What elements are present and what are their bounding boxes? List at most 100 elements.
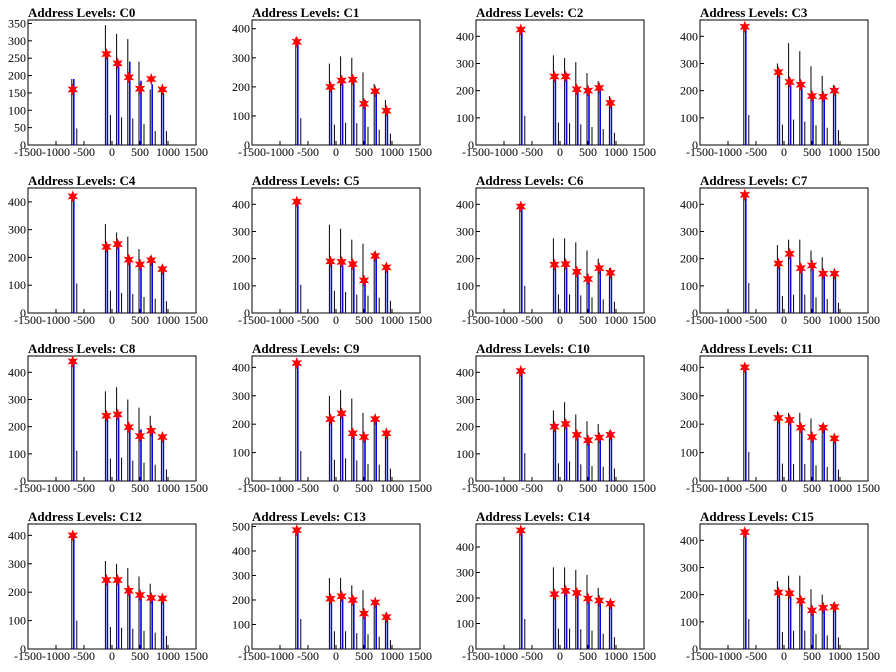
peak-marker [795,262,807,275]
peak-marker [795,594,807,607]
x-tick-label: 0 [333,649,339,663]
y-tick-label: 400 [680,533,698,547]
chart-title: Address Levels: C13 [252,509,366,524]
plot-frame [251,19,421,146]
x-tick-label: -1500 [238,313,266,327]
peak-marker [67,355,79,368]
x-tick-label: 1000 [156,145,180,159]
x-tick-label: -500 [745,313,767,327]
x-tick-label: 1500 [408,649,432,663]
x-tick-label: 0 [109,313,115,327]
x-tick-label: -1500 [238,649,266,663]
y-tick-label: 400 [232,360,250,374]
chart-title: Address Levels: C11 [700,341,813,356]
peak-marker [123,253,135,266]
peak-marker [336,407,347,420]
peak-marker [134,258,146,271]
y-tick-label: 200 [456,252,474,266]
x-tick-label: 0 [109,481,115,495]
x-tick-label: -1500 [238,145,266,159]
x-tick-label: 500 [803,313,821,327]
y-tick-label: 0 [20,642,26,656]
x-tick-label: -1000 [266,481,294,495]
y-tick-label: 200 [8,585,26,599]
x-tick-label: -500 [73,649,95,663]
peak-marker [593,594,605,607]
x-tick-label: 1000 [604,481,628,495]
peak-marker [381,261,392,274]
chart-title: Address Levels: C4 [28,173,136,188]
chart-title: Address Levels: C10 [476,341,590,356]
y-tick-label: 0 [244,306,250,320]
x-tick-label: -1500 [462,313,490,327]
y-tick-label: 0 [20,474,26,488]
y-tick-label: 0 [692,138,698,152]
peak-marker [829,432,840,445]
chart-title: Address Levels: C0 [28,5,135,20]
plot-frame [251,523,421,650]
chart-title: Address Levels: C1 [252,5,359,20]
peak-marker [582,84,594,97]
x-tick-label: -1500 [462,649,490,663]
x-tick-label: 1000 [828,145,852,159]
peak-marker [101,409,112,422]
chart-panel: Address Levels: C6 0 100 200 300 400 -1500 -100… [456,173,656,327]
chart-panel: Address Levels: C9 0 100 200 300 400 -1500 -100… [232,341,432,495]
peak-marker [515,200,527,213]
x-tick-label: -1000 [42,313,70,327]
peak-marker [381,104,392,117]
y-tick-label: 100 [456,447,474,461]
y-tick-label: 400 [456,365,474,379]
peak-marker [134,82,146,95]
chart-title: Address Levels: C3 [700,5,808,20]
chart-panel: Address Levels: C1 0 100 200 300 400 -1500 -100… [232,5,432,159]
peak-marker [336,74,347,87]
chart-panel: Address Levels: C0 0 50 100 150 200 250 300 350 -… [8,5,208,159]
y-tick-label: 200 [8,250,26,264]
peak-marker [571,265,583,278]
chart-panel: Address Levels: C10 0 100 200 300 400 -1500 -10… [456,341,656,495]
peak-marker [369,596,381,609]
peak-marker [347,427,359,440]
x-tick-label: 1000 [380,649,404,663]
x-tick-label: -1500 [686,313,714,327]
peak-marker [829,84,840,97]
peak-marker [67,190,79,203]
y-tick-label: 300 [232,568,250,582]
x-tick-label: 1500 [184,145,208,159]
x-tick-label: 500 [803,649,821,663]
x-tick-label: -500 [521,481,543,495]
peak-marker [291,35,303,48]
chart-title: Address Levels: C9 [252,341,360,356]
x-tick-label: 500 [355,649,373,663]
y-tick-label: 0 [468,138,474,152]
peak-marker [571,586,583,599]
y-tick-label: 300 [8,223,26,237]
x-tick-label: -500 [297,145,319,159]
peak-marker [145,424,157,437]
peak-marker [593,431,605,444]
peak-marker [347,593,359,607]
peak-marker [347,73,359,86]
x-tick-label: 1500 [632,313,656,327]
x-tick-label: 1000 [828,313,852,327]
x-tick-label: 500 [131,481,149,495]
plot-frame [251,355,421,482]
x-tick-label: 500 [131,145,149,159]
x-tick-label: 1000 [828,481,852,495]
y-tick-label: 0 [468,642,474,656]
x-tick-label: 1500 [408,313,432,327]
y-tick-label: 400 [232,544,250,558]
y-tick-label: 100 [680,615,698,629]
x-tick-label: 1500 [184,481,208,495]
peak-marker [123,584,135,597]
y-tick-label: 200 [456,420,474,434]
y-tick-label: 100 [232,446,250,460]
y-tick-label: 300 [8,34,26,48]
x-tick-label: -1000 [714,313,742,327]
chart-panel: Address Levels: C14 0 100 200 300 400 -1500 -10… [456,509,656,663]
y-tick-label: 400 [456,540,474,554]
peak-marker [67,529,79,542]
peak-marker [358,97,370,110]
peak-marker [325,80,336,93]
